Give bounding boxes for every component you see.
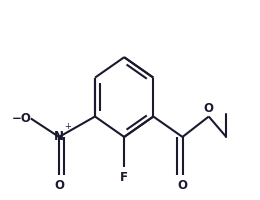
Text: N: N bbox=[54, 130, 64, 143]
Text: −O: −O bbox=[12, 112, 32, 125]
Text: O: O bbox=[178, 179, 187, 192]
Text: +: + bbox=[64, 122, 71, 131]
Text: O: O bbox=[204, 102, 214, 115]
Text: F: F bbox=[120, 171, 128, 184]
Text: O: O bbox=[54, 179, 64, 192]
